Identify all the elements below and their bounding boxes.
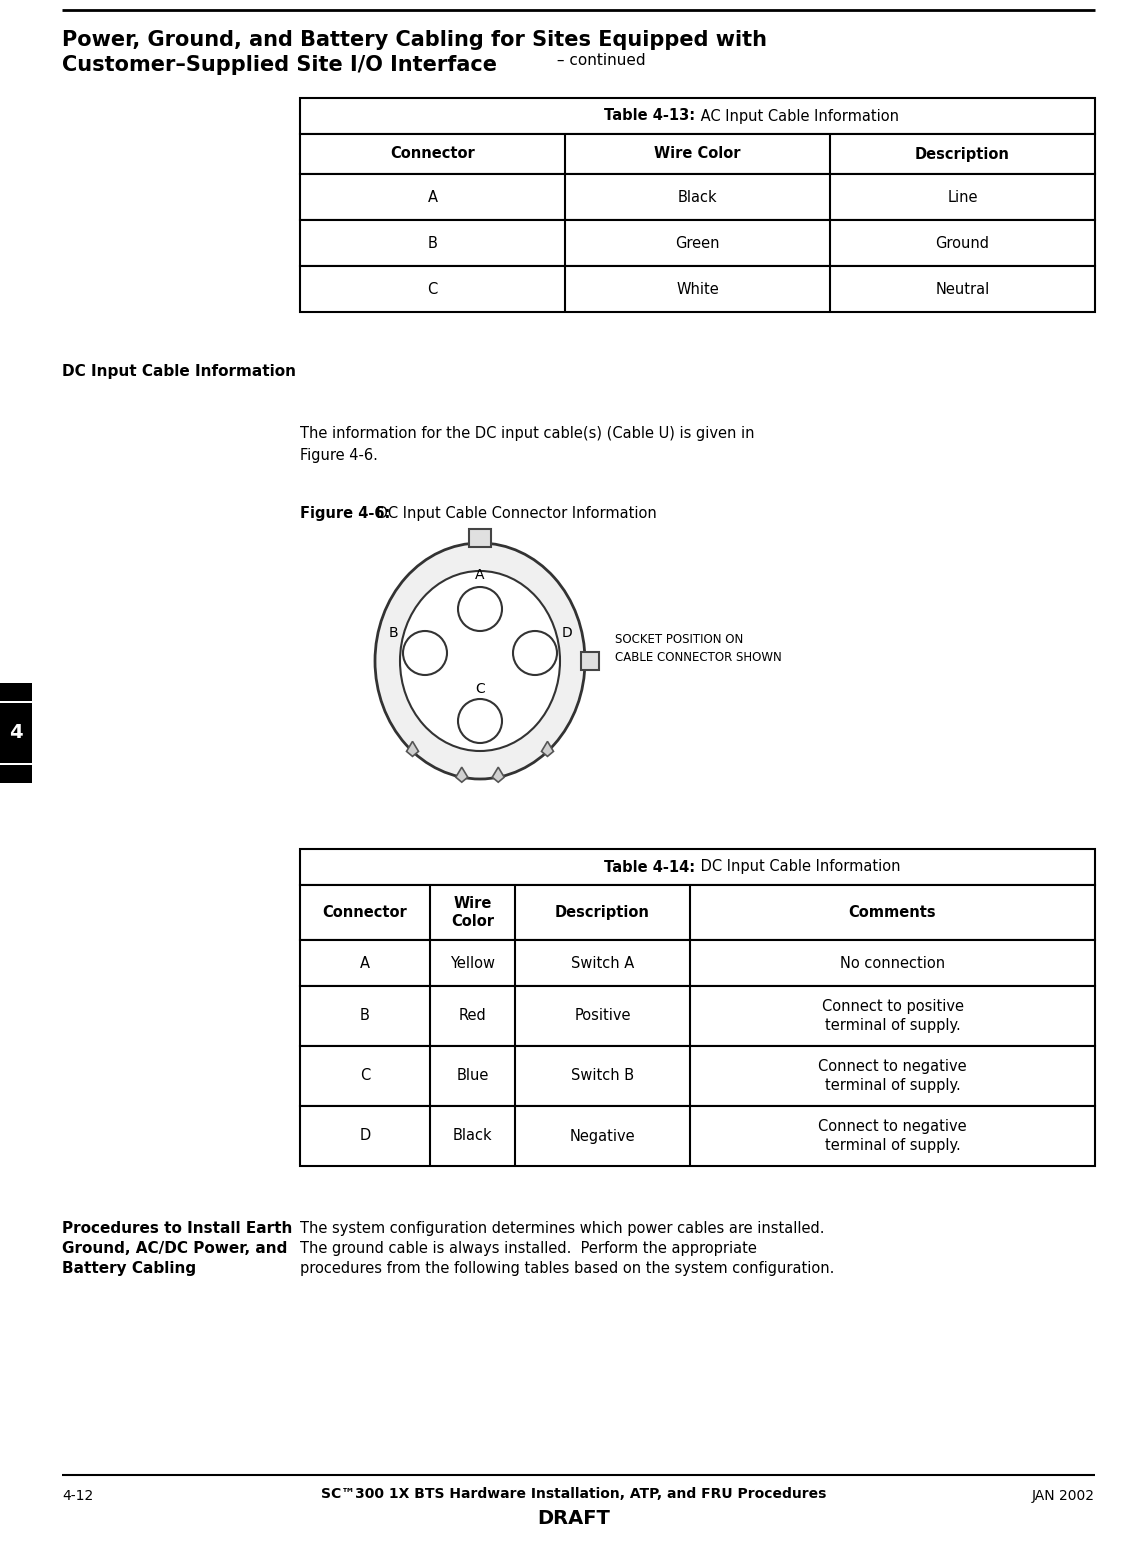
- Circle shape: [403, 631, 447, 676]
- Bar: [581, 652, 599, 669]
- Text: Line: Line: [947, 189, 978, 205]
- Text: DC Input Cable Connector Information: DC Input Cable Connector Information: [372, 506, 657, 520]
- Text: The information for the DC input cable(s) (Cable U) is given in: The information for the DC input cable(s…: [300, 426, 754, 441]
- Text: Table 4-14:: Table 4-14:: [604, 859, 696, 874]
- Text: procedures from the following tables based on the system configuration.: procedures from the following tables bas…: [300, 1261, 835, 1277]
- Text: Connect to negative
terminal of supply.: Connect to negative terminal of supply.: [819, 1118, 967, 1154]
- Bar: [300, 174, 1095, 221]
- Text: AC Input Cable Information: AC Input Cable Information: [696, 109, 899, 124]
- Text: Positive: Positive: [574, 1008, 630, 1023]
- Text: B: B: [427, 236, 437, 250]
- Text: Connect to negative
terminal of supply.: Connect to negative terminal of supply.: [819, 1059, 967, 1093]
- Text: DC Input Cable Information: DC Input Cable Information: [62, 363, 296, 379]
- Bar: [300, 885, 1095, 940]
- Ellipse shape: [400, 572, 560, 752]
- Ellipse shape: [375, 544, 585, 780]
- Circle shape: [458, 699, 502, 742]
- Bar: [0, 766, 32, 783]
- Text: Switch A: Switch A: [571, 955, 634, 971]
- Text: Yellow: Yellow: [450, 955, 495, 971]
- Bar: [470, 530, 491, 547]
- Text: 4: 4: [9, 724, 23, 742]
- Text: A: A: [427, 189, 437, 205]
- Text: White: White: [676, 281, 719, 297]
- Text: D: D: [359, 1129, 371, 1143]
- Bar: [300, 986, 1095, 1047]
- Text: CABLE CONNECTOR SHOWN: CABLE CONNECTOR SHOWN: [615, 651, 782, 665]
- Text: Negative: Negative: [569, 1129, 635, 1143]
- Bar: [300, 134, 1095, 174]
- Text: Procedures to Install Earth: Procedures to Install Earth: [62, 1221, 293, 1236]
- Bar: [300, 221, 1095, 266]
- Text: Power, Ground, and Battery Cabling for Sites Equipped with: Power, Ground, and Battery Cabling for S…: [62, 30, 767, 50]
- Text: Comments: Comments: [848, 905, 937, 919]
- Text: Connector: Connector: [323, 905, 408, 919]
- Text: Switch B: Switch B: [571, 1068, 634, 1084]
- Bar: [300, 940, 1095, 986]
- Text: The system configuration determines which power cables are installed.: The system configuration determines whic…: [300, 1221, 824, 1236]
- Polygon shape: [542, 741, 553, 756]
- Text: Blue: Blue: [456, 1068, 489, 1084]
- Text: SC™300 1X BTS Hardware Installation, ATP, and FRU Procedures: SC™300 1X BTS Hardware Installation, ATP…: [321, 1488, 827, 1502]
- Text: 4-12: 4-12: [62, 1489, 93, 1503]
- Text: JAN 2002: JAN 2002: [1032, 1489, 1095, 1503]
- Text: Wire Color: Wire Color: [654, 146, 740, 162]
- Bar: [0, 683, 32, 700]
- Text: Black: Black: [452, 1129, 492, 1143]
- Text: A: A: [360, 955, 370, 971]
- Text: Description: Description: [915, 146, 1010, 162]
- Text: A: A: [475, 568, 484, 582]
- Bar: [0, 704, 32, 763]
- Text: Wire
Color: Wire Color: [451, 896, 494, 929]
- Text: Battery Cabling: Battery Cabling: [62, 1261, 196, 1277]
- Polygon shape: [456, 767, 467, 783]
- Polygon shape: [492, 767, 504, 783]
- Text: Ground, AC/DC Power, and: Ground, AC/DC Power, and: [62, 1241, 287, 1256]
- Text: D: D: [563, 626, 573, 640]
- Text: DC Input Cable Information: DC Input Cable Information: [696, 859, 900, 874]
- Text: Black: Black: [677, 189, 718, 205]
- Bar: [300, 849, 1095, 885]
- Bar: [300, 1047, 1095, 1106]
- Bar: [300, 266, 1095, 312]
- Text: B: B: [388, 626, 398, 640]
- Text: Connect to positive
terminal of supply.: Connect to positive terminal of supply.: [822, 999, 963, 1033]
- Text: Figure 4-6.: Figure 4-6.: [300, 447, 378, 463]
- Text: Description: Description: [556, 905, 650, 919]
- Text: Ground: Ground: [936, 236, 990, 250]
- Text: SOCKET POSITION ON: SOCKET POSITION ON: [615, 634, 743, 646]
- Text: B: B: [360, 1008, 370, 1023]
- Text: Table 4-13:: Table 4-13:: [604, 109, 696, 124]
- Bar: [300, 98, 1095, 134]
- Text: Red: Red: [458, 1008, 487, 1023]
- Text: Neutral: Neutral: [936, 281, 990, 297]
- Polygon shape: [406, 741, 419, 756]
- Text: No connection: No connection: [840, 955, 945, 971]
- Text: Figure 4-6:: Figure 4-6:: [300, 506, 390, 520]
- Text: DRAFT: DRAFT: [537, 1510, 611, 1528]
- Bar: [300, 1106, 1095, 1166]
- Text: The ground cable is always installed.  Perform the appropriate: The ground cable is always installed. Pe…: [300, 1241, 757, 1256]
- Text: Customer–Supplied Site I/O Interface: Customer–Supplied Site I/O Interface: [62, 54, 497, 75]
- Text: Green: Green: [675, 236, 720, 250]
- Circle shape: [458, 587, 502, 631]
- Text: Connector: Connector: [390, 146, 475, 162]
- Circle shape: [513, 631, 557, 676]
- Text: – continued: – continued: [552, 53, 645, 68]
- Text: C: C: [359, 1068, 370, 1084]
- Text: C: C: [475, 682, 484, 696]
- Text: C: C: [427, 281, 437, 297]
